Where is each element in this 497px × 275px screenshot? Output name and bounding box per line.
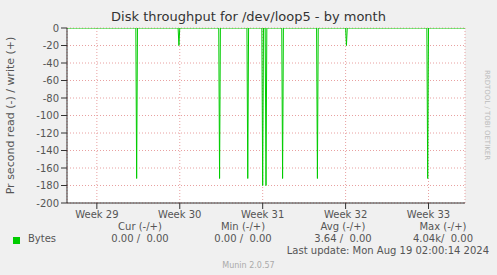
html-text:Max (-/+): Max (-/+) xyxy=(419,221,467,232)
svg-text:-40: -40 xyxy=(43,58,59,69)
svg-text:Week 29: Week 29 xyxy=(75,209,118,220)
svg-text:-60: -60 xyxy=(43,75,59,86)
svg-text:-180: -180 xyxy=(36,180,59,191)
html-text:Disk throughput for /dev/loop5: Disk throughput for /dev/loop5 - by mont… xyxy=(111,9,386,24)
svg-text:-140: -140 xyxy=(36,145,59,156)
svg-text:-80: -80 xyxy=(43,93,59,104)
svg-text:-200: -200 xyxy=(36,198,59,209)
svg-text:Week 31: Week 31 xyxy=(241,209,284,220)
html-text:Munin 2.0.57: Munin 2.0.57 xyxy=(222,261,275,270)
html-text:RRDTOOL / TOBI OETIKER: RRDTOOL / TOBI OETIKER xyxy=(483,69,491,161)
html-text:Last update: Mon Aug 19 02:00:: Last update: Mon Aug 19 02:00:14 2024 xyxy=(286,245,489,256)
html-text:Min (-/+): Min (-/+) xyxy=(221,221,265,232)
svg-text:-20: -20 xyxy=(43,40,59,51)
html-text:3.64 / 0.00: 3.64 / 0.00 xyxy=(314,233,372,244)
svg-text:-100: -100 xyxy=(36,110,59,121)
html-text:4.04k/ 0.00: 4.04k/ 0.00 xyxy=(413,233,473,244)
svg-text:-160: -160 xyxy=(36,163,59,174)
svg-text:Week 30: Week 30 xyxy=(158,209,201,220)
svg-text:-120: -120 xyxy=(36,128,59,139)
html-text:Cur (-/+): Cur (-/+) xyxy=(118,221,162,232)
svg-text:Week 32: Week 32 xyxy=(324,209,367,220)
html-text:0.00 / 0.00: 0.00 / 0.00 xyxy=(111,233,169,244)
svg-text:0: 0 xyxy=(53,23,59,34)
svg-text:Week 33: Week 33 xyxy=(407,209,450,220)
html-text:0.00 / 0.00: 0.00 / 0.00 xyxy=(214,233,272,244)
svg-text:Pr second read (-) / write (+): Pr second read (-) / write (+) xyxy=(8,37,17,195)
html-text:Avg (-/+): Avg (-/+) xyxy=(320,221,366,232)
html-text:Bytes: Bytes xyxy=(28,233,57,244)
